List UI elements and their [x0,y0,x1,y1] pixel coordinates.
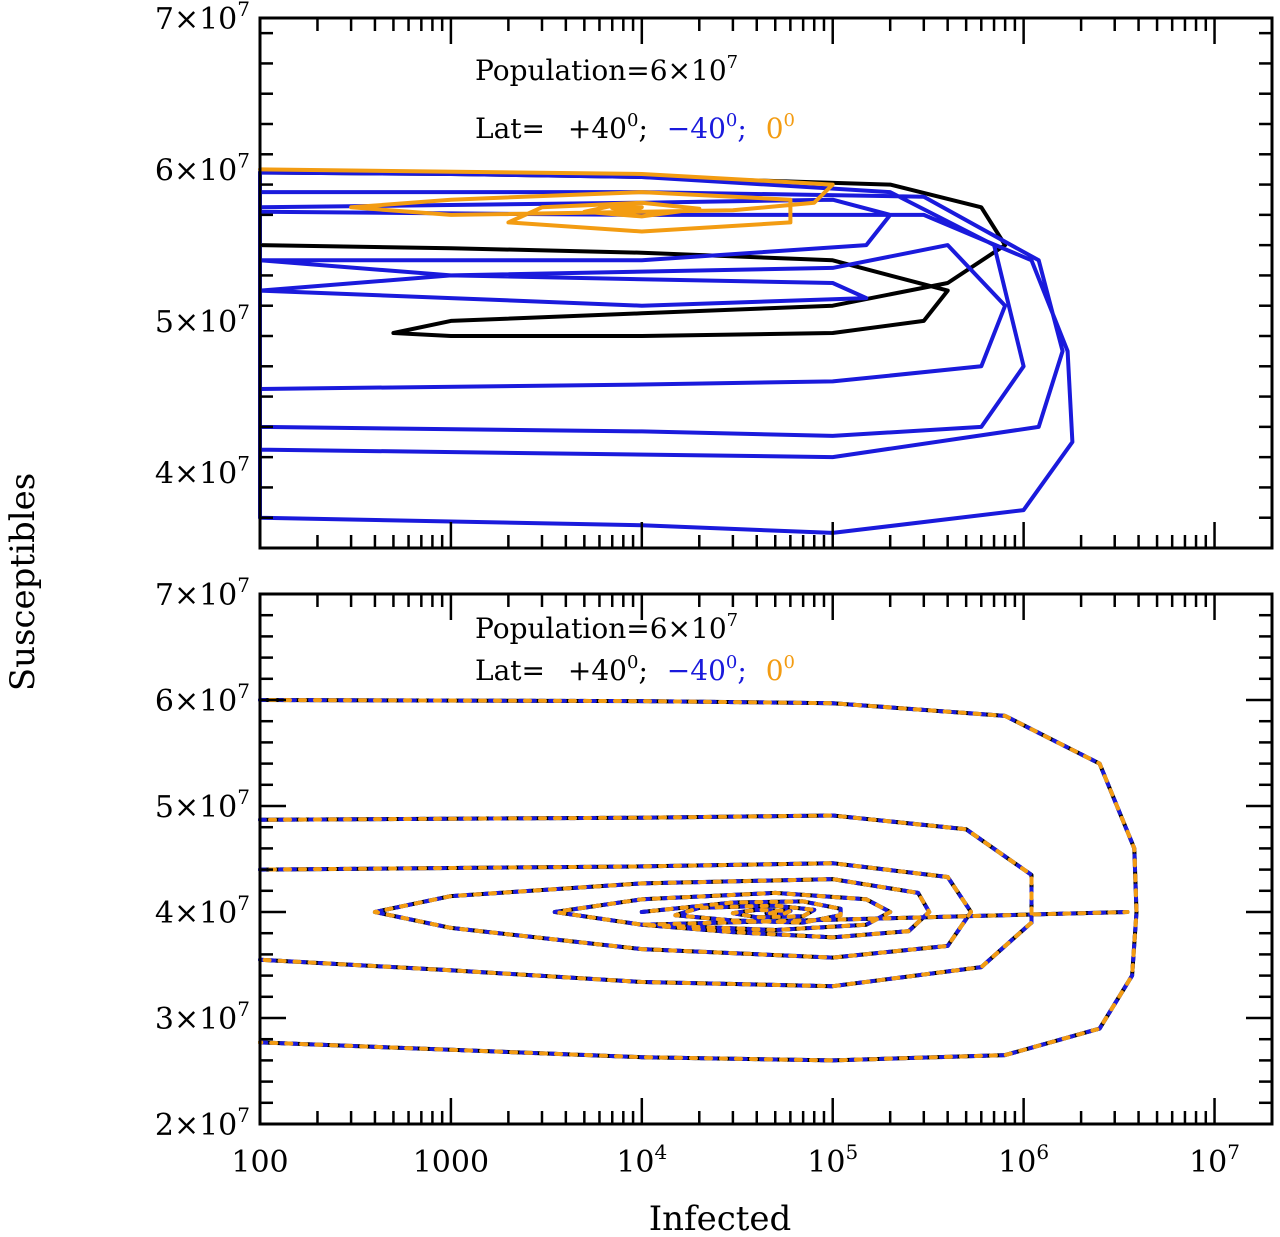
top-latitude-annotation: Lat= +400; −400; 00 [475,110,795,145]
x-tick-label: 105 [807,1140,858,1180]
top-population-text: Population=6×10 [475,54,727,87]
top-population-exp: 7 [727,52,738,73]
bottom-lat-item-minus40-sep: ; [737,654,746,687]
bottom-lat-item-zero: 0 [766,654,784,687]
top-panel: Population=6×107 Lat= +400; −400; 00 [258,16,1274,550]
bottom-y-tick-label: 7×107 [155,573,250,613]
top-lat-item-plus40-sep: ; [638,112,647,145]
x-axis-title: Infected [649,1199,792,1237]
top-lat-prefix: Lat= [475,112,545,145]
bottom-population-text: Population=6×10 [475,612,727,645]
bottom-y-tick-label: 3×107 [155,997,250,1037]
x-tick-label: 1000 [413,1145,489,1180]
bottom-lat-item-minus40: −40 [667,654,726,687]
top-lat-item-minus40: −40 [667,112,726,145]
bottom-y-tick-label: 5×107 [155,785,250,825]
top-y-tick-label: 6×107 [155,148,250,188]
bottom-y-tick-label: 2×107 [155,1103,250,1143]
top-series-layer [258,167,1075,535]
x-tick-label: 104 [616,1140,667,1180]
bottom-lat-prefix: Lat= [475,654,545,687]
x-tick-label: 100 [231,1145,288,1180]
top-lat-item-zero: 0 [766,112,784,145]
bottom-lat-item-plus40: +40 [568,654,627,687]
bottom-lat-item-plus40-deg: 0 [627,652,638,673]
bottom-panel: Population=6×107 Lat= +400; −400; 00 [258,592,1274,1126]
top-lat-item-minus40-deg: 0 [726,110,737,131]
bottom-y-tick-label: 4×107 [155,891,250,931]
bottom-lat-item-zero-deg: 0 [784,652,795,673]
top-series-line-2 [258,170,1075,535]
x-tick-label: 107 [1189,1140,1240,1180]
bottom-y-tick-label: 6×107 [155,679,250,719]
bottom-plot-frame [258,592,1274,1126]
bottom-series-line-1-layer-3 [258,698,1139,1063]
top-y-tick-label: 4×107 [155,451,250,491]
bottom-series-line-1-layer-2 [258,698,1139,1063]
bottom-lat-item-minus40-deg: 0 [726,652,737,673]
bottom-population-annotation: Population=6×107 [475,610,738,645]
bottom-lat-item-plus40-sep: ; [638,654,647,687]
top-y-tick-label: 7×107 [155,0,250,37]
top-lat-item-plus40-deg: 0 [627,110,638,131]
top-ticks-layer [258,18,1274,550]
top-series-line-3 [258,167,835,234]
top-population-annotation: Population=6×107 [475,52,738,87]
top-plot-frame [258,16,1274,550]
top-y-tick-label: 5×107 [155,300,250,340]
bottom-population-exp: 7 [727,610,738,631]
y-axis-title: Susceptibles [3,473,43,691]
top-lat-item-minus40-sep: ; [737,112,746,145]
bottom-latitude-annotation: Lat= +400; −400; 00 [475,652,795,687]
x-tick-label: 106 [998,1140,1049,1180]
top-lat-item-plus40: +40 [568,112,627,145]
top-lat-item-zero-deg: 0 [784,110,795,131]
bottom-series-layer [258,698,1139,1063]
